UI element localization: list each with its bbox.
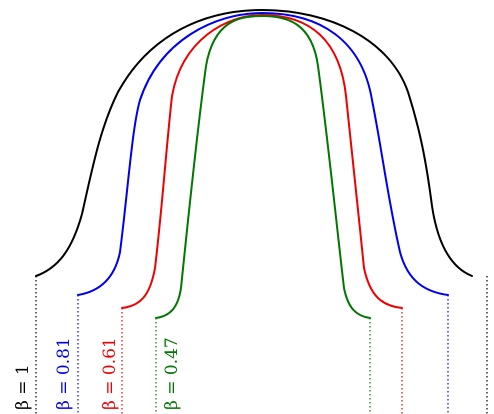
beta-label-0-47: β = 0.47 — [162, 337, 182, 410]
beta-label-1: β = 1 — [13, 364, 33, 410]
curve-group-beta-0-47: β = 0.47 — [155, 15, 371, 414]
curve-group-beta-1: β = 1 — [13, 9, 488, 414]
beta-label-0-81: β = 0.81 — [54, 337, 74, 410]
curve-group-beta-0-81: β = 0.81 — [54, 12, 449, 414]
profile-curve-beta-0-81 — [77, 12, 449, 296]
profile-curve-beta-1 — [35, 9, 473, 277]
profile-curve-beta-0-61 — [121, 14, 403, 309]
profile-curve-beta-0-47 — [155, 15, 371, 319]
beta-label-0-61: β = 0.61 — [100, 337, 120, 410]
curve-group-beta-0-61: β = 0.61 — [100, 14, 403, 414]
